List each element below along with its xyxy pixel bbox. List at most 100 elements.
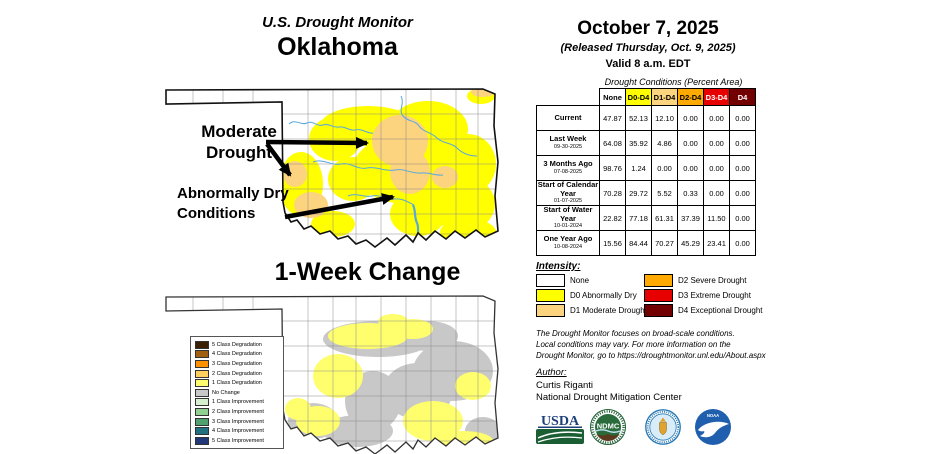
value-cell: 45.29 — [677, 230, 704, 256]
date-title: October 7, 2025 — [577, 18, 719, 39]
legend-swatch — [195, 359, 209, 368]
value-cell: 1.24 — [625, 155, 652, 181]
noaa-logo: NOAA — [695, 409, 731, 445]
intensity-swatch — [644, 274, 673, 287]
label-moderate-drought: Moderate Drought — [201, 122, 277, 162]
column-header: D3-D4 — [703, 88, 730, 106]
legend-swatch — [195, 388, 209, 397]
column-header: D1-D4 — [651, 88, 678, 106]
legend-item: 4 Class Degradation — [195, 350, 281, 360]
legend-label: 3 Class Improvement — [212, 418, 264, 425]
legend-label: 2 Class Degradation — [212, 370, 262, 377]
legend-label: 3 Class Degradation — [212, 360, 262, 367]
row-label: Last Week — [549, 134, 587, 144]
value-cell: 0.00 — [651, 155, 678, 181]
intensity-item: D1 Moderate Drought — [536, 304, 647, 317]
legend-item: 2 Class Improvement — [195, 407, 281, 417]
rivers — [288, 95, 478, 236]
legend-label: 5 Class Improvement — [212, 437, 264, 444]
intensity-label: D1 Moderate Drought — [570, 306, 647, 315]
row-label: Start of Water Year — [543, 205, 593, 223]
row-label: One Year Ago — [543, 234, 593, 244]
value-cell: 11.50 — [703, 205, 730, 231]
row-label: Start of Calendar Year — [537, 180, 599, 198]
usda-text: USDA — [541, 414, 580, 429]
legend-swatch — [195, 436, 209, 445]
value-cell: 98.76 — [599, 155, 626, 181]
value-cell: 35.92 — [625, 130, 652, 156]
value-cell: 37.39 — [677, 205, 704, 231]
legend-label: 1 Class Improvement — [212, 399, 264, 406]
value-cell: 0.33 — [677, 180, 704, 206]
intensity-swatch — [536, 274, 565, 287]
value-cell: 0.00 — [729, 205, 756, 231]
blank-cell — [536, 88, 600, 106]
row-date: 10-08-2024 — [553, 243, 583, 250]
value-cell: 0.00 — [729, 105, 756, 131]
intensity-swatch — [536, 289, 565, 302]
intensity-column-1: None D0 Abnormally Dry D1 Moderate Droug… — [536, 274, 647, 320]
monitor-title: U.S. Drought Monitor — [262, 14, 413, 31]
column-header: None — [599, 88, 626, 106]
value-cell: 22.82 — [599, 205, 626, 231]
legend-swatch — [195, 369, 209, 378]
value-cell: 0.00 — [729, 155, 756, 181]
legend-label: 4 Class Degradation — [212, 351, 262, 358]
legend-item: 3 Class Degradation — [195, 359, 281, 369]
legend-swatch — [195, 417, 209, 426]
legend-label: 1 Class Degradation — [212, 380, 262, 387]
value-cell: 0.00 — [703, 105, 730, 131]
intensity-item: None — [536, 274, 647, 287]
value-cell: 70.28 — [599, 180, 626, 206]
table-row: One Year Ago 10-08-2024 15.56 84.44 70.27… — [536, 230, 756, 256]
intensity-column-2: D2 Severe Drought D3 Extreme Drought D4 … — [644, 274, 763, 320]
annotation-arrows — [265, 136, 395, 220]
legend-item: 2 Class Degradation — [195, 369, 281, 379]
column-header: D4 — [729, 88, 756, 106]
row-date: 09-30-2025 — [553, 143, 583, 150]
intensity-label: D0 Abnormally Dry — [570, 291, 637, 300]
intensity-label: D2 Severe Drought — [678, 276, 747, 285]
value-cell: 12.10 — [651, 105, 678, 131]
intensity-swatch — [536, 304, 565, 317]
value-cell: 4.86 — [651, 130, 678, 156]
county-lines — [192, 89, 498, 247]
row-label-cell: Start of Calendar Year 01-07-2025 — [536, 180, 600, 206]
change-map-title: 1-Week Change — [274, 258, 461, 286]
row-label-cell: Current — [536, 105, 600, 131]
column-header: D0-D4 — [625, 88, 652, 106]
disclaimer-line: The Drought Monitor focuses on broad-sca… — [536, 329, 735, 338]
value-cell: 23.41 — [703, 230, 730, 256]
row-date: 01-07-2025 — [553, 198, 583, 204]
legend-item: 3 Class Improvement — [195, 417, 281, 427]
value-cell: 70.27 — [651, 230, 678, 256]
legend-item: No Change — [195, 388, 281, 398]
value-cell: 0.00 — [703, 155, 730, 181]
usda-logo: USDA — [536, 414, 584, 444]
value-cell: 0.00 — [677, 155, 704, 181]
value-cell: 0.00 — [729, 130, 756, 156]
state-title: Oklahoma — [277, 33, 398, 61]
value-cell: 52.13 — [625, 105, 652, 131]
intensity-item: D4 Exceptional Drought — [644, 304, 763, 317]
table-row: Current 47.87 52.13 12.10 0.00 0.00 0.00 — [536, 105, 756, 131]
author-title: Author: — [536, 367, 567, 378]
legend-swatch — [195, 350, 209, 359]
table-row: Last Week 09-30-2025 64.08 35.92 4.86 0.0… — [536, 130, 756, 156]
drought-conditions-table: None D0-D4 D1-D4 D2-D4 D3-D4 D4 Current … — [536, 88, 756, 256]
value-cell: 0.00 — [703, 130, 730, 156]
drought-shading — [166, 89, 498, 247]
released-line: (Released Thursday, Oct. 9, 2025) — [560, 42, 736, 54]
ndmc-logo: NDMC — [590, 409, 626, 445]
change-legend: 5 Class Degradation 4 Class Degradation … — [190, 336, 284, 449]
table-row: Start of Calendar Year 01-07-2025 70.28 2… — [536, 180, 756, 206]
commerce-logo — [645, 409, 681, 445]
value-cell: 64.08 — [599, 130, 626, 156]
value-cell: 61.31 — [651, 205, 678, 231]
intensity-label: D4 Exceptional Drought — [678, 306, 763, 315]
row-label-cell: Start of Water Year 10-01-2024 — [536, 205, 600, 231]
row-date: 07-08-2025 — [553, 168, 583, 175]
value-cell: 84.44 — [625, 230, 652, 256]
intensity-label: D3 Extreme Drought — [678, 291, 751, 300]
legend-label: 5 Class Degradation — [212, 341, 262, 348]
